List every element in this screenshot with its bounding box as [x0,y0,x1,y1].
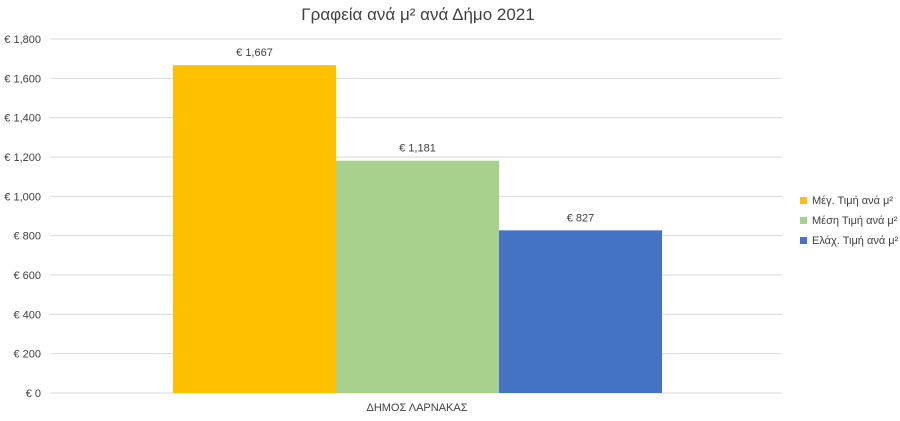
category-label: ΔΗΜΟΣ ΛΑΡΝΑΚΑΣ [366,402,467,414]
legend-label: Μέση Τιμή ανά μ² [812,215,898,227]
bars [173,65,662,393]
legend-label: Ελάχ. Τιμή ανά μ² [812,235,899,247]
y-tick-label: € 800 [13,231,41,243]
bar-1 [173,65,336,393]
legend-swatch [800,217,807,224]
data-labels: € 1,667 € 1,181 € 827 [236,47,594,224]
y-tick-label: € 1,600 [4,73,41,85]
legend-label: Μέγ. Τιμή ανά μ² [812,195,893,207]
chart-title: Γραφεία ανά μ² ανά Δήμο 2021 [301,5,534,24]
y-tick-label: € 1,000 [4,191,41,203]
y-axis-ticks: € 0 € 200 € 400 € 600 € 800 € 1,000 € 1,200 € 1… [4,34,41,400]
y-tick-label: € 1,400 [4,113,41,125]
data-label: € 1,181 [399,143,436,155]
y-tick-label: € 1,800 [4,34,41,46]
legend-swatch [800,237,807,244]
data-label: € 1,667 [236,47,273,59]
legend: Μέγ. Τιμή ανά μ² Μέση Τιμή ανά μ² Ελάχ. Τι… [800,195,899,247]
y-tick-label: € 0 [26,388,41,400]
data-label: € 827 [567,212,595,224]
y-tick-label: € 600 [13,270,41,282]
y-tick-label: € 1,200 [4,152,41,164]
y-tick-label: € 200 [13,349,41,361]
bar-3 [499,230,662,393]
legend-swatch [800,197,807,204]
x-axis-categories: ΔΗΜΟΣ ΛΑΡΝΑΚΑΣ [366,402,467,414]
bar-2 [336,160,499,393]
y-tick-label: € 400 [13,309,41,321]
